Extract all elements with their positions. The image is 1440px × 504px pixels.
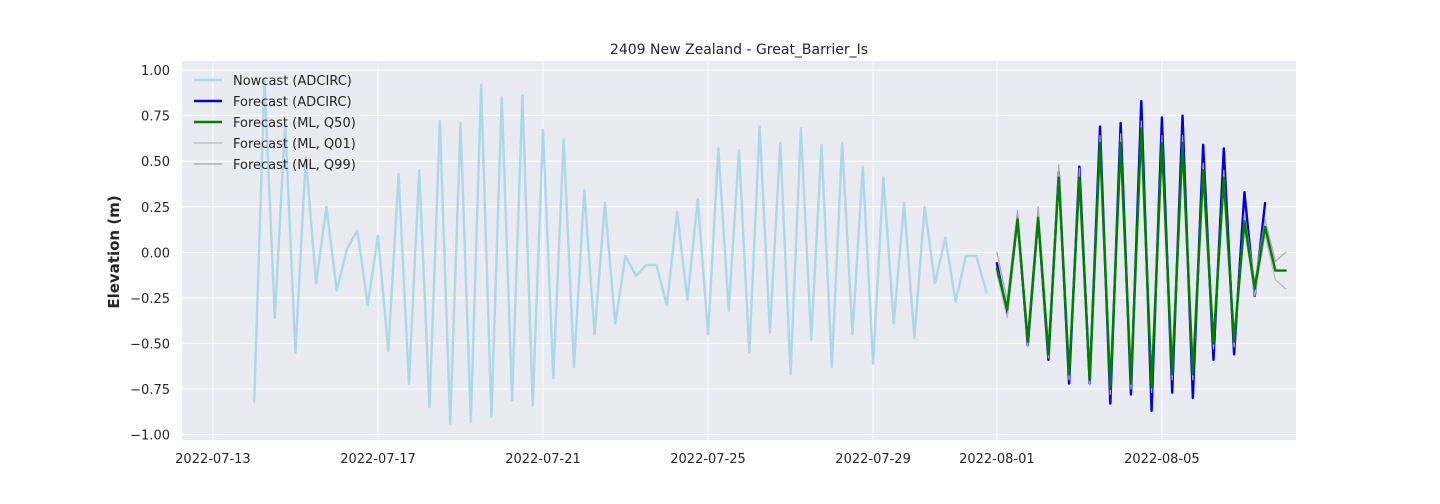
legend-label: Forecast (ML, Q50) [233,116,356,131]
y-tick-label: 0.25 [141,201,170,216]
series-line-1 [252,78,988,425]
y-tick-label: −0.25 [130,292,170,307]
legend-label: Forecast (ADCIRC) [233,95,352,110]
y-tick-label: 0.50 [141,155,170,170]
series-line-3 [995,127,1287,391]
x-tick-label: 2022-07-17 [340,452,416,467]
y-tick-label: −0.50 [130,337,170,352]
x-tick-labels: 2022-07-13 2022-07-17 2022-07-21 2022-07-25… [175,452,1200,467]
y-axis-label: Elevation (m) [105,195,123,308]
y-tick-label: 1.00 [141,64,170,79]
y-tick-labels: 1.00 0.75 0.50 0.25 0.00 −0.25 −0.50 −0.75 −1.00 [130,64,170,443]
y-tick-label: −0.75 [130,383,170,398]
legend-label: Nowcast (ADCIRC) [233,74,352,89]
y-tick-label: 0.00 [141,246,170,261]
legend-label: Forecast (ML, Q99) [233,158,356,173]
chart-title: 2409 New Zealand - Great_Barrier_Is [610,42,868,58]
x-tick-label: 2022-08-05 [1124,452,1200,467]
legend-label: Forecast (ML, Q01) [233,137,356,152]
x-tick-label: 2022-07-25 [670,452,746,467]
series-layer [252,78,1287,425]
x-tick-label: 2022-08-01 [959,452,1035,467]
x-tick-label: 2022-07-29 [835,452,911,467]
y-tick-label: −1.00 [130,429,170,444]
x-tick-label: 2022-07-13 [175,452,251,467]
x-tick-label: 2022-07-21 [505,452,581,467]
legend: Nowcast (ADCIRC) Forecast (ADCIRC) Forecas… [194,74,356,173]
x-gridlines [212,61,1163,440]
y-tick-label: 0.75 [141,110,170,125]
